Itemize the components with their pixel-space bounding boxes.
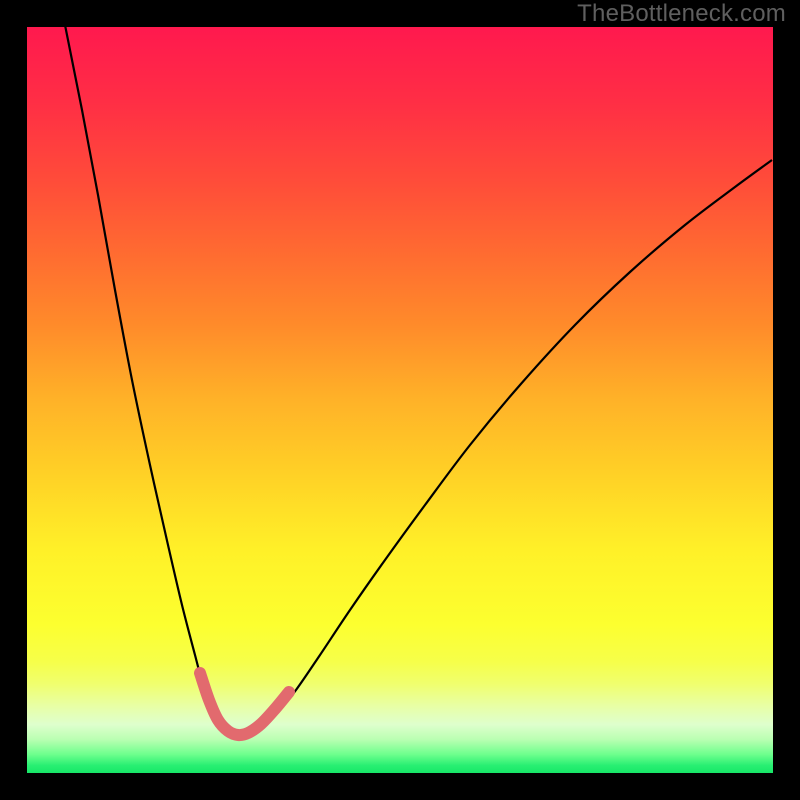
plot-area <box>27 27 773 773</box>
chart-canvas: TheBottleneck.com <box>0 0 800 800</box>
watermark-text: TheBottleneck.com <box>577 0 786 28</box>
bottleneck-chart <box>0 0 800 800</box>
